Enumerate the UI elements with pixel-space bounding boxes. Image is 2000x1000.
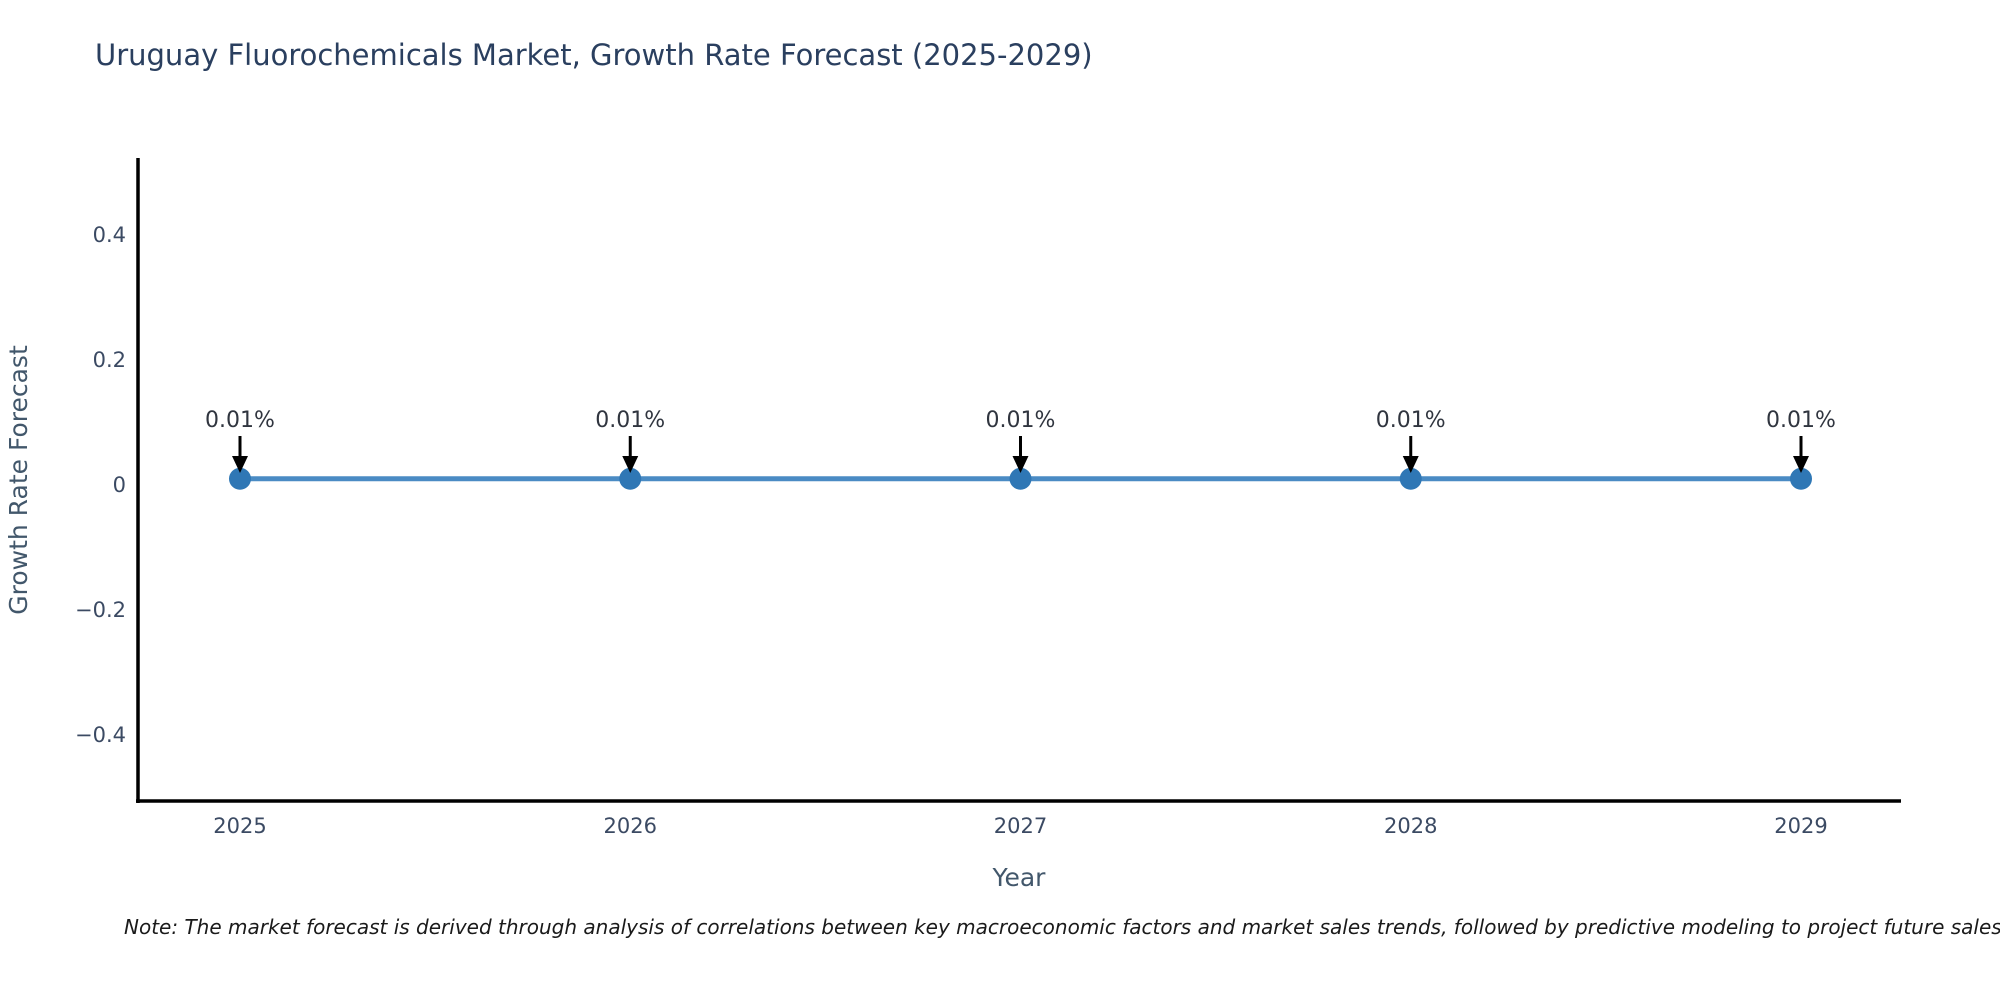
y-tick-label: 0 [113, 473, 126, 497]
data-point-2026 [619, 467, 642, 490]
y-tick-label: 0.2 [93, 348, 126, 372]
x-axis-title: Year [992, 863, 1047, 892]
annotation-label: 0.01% [595, 408, 665, 433]
x-tick-label: 2026 [604, 814, 657, 838]
annotation-arrow-head [1402, 456, 1419, 473]
annotation-arrow-head [622, 456, 639, 473]
annotation-arrow-head [232, 456, 248, 473]
x-tick-label: 2025 [213, 814, 266, 838]
annotation-label: 0.01% [1766, 408, 1836, 433]
y-axis-title: Growth Rate Forecast [4, 345, 33, 615]
y-tick-label: −0.2 [75, 598, 126, 622]
annotation-label: 0.01% [986, 408, 1056, 433]
annotation-arrow-head [1012, 456, 1029, 473]
footnote: Note: The market forecast is derived thr… [124, 915, 2000, 939]
data-point-2029 [1790, 467, 1812, 490]
annotation-arrow-head [1793, 456, 1809, 473]
y-tick-label: −0.4 [75, 723, 126, 747]
data-point-2028 [1399, 467, 1422, 490]
data-point-2027 [1009, 467, 1032, 490]
annotation-label: 0.01% [1376, 408, 1446, 433]
y-tick-label: 0.4 [93, 223, 126, 247]
x-tick-label: 2028 [1384, 814, 1437, 838]
annotation-label: 0.01% [205, 408, 275, 433]
chart-title: Uruguay Fluorochemicals Market, Growth R… [95, 38, 1093, 72]
data-point-2025 [229, 467, 251, 490]
x-tick-label: 2029 [1774, 814, 1827, 838]
x-tick-label: 2027 [994, 814, 1047, 838]
